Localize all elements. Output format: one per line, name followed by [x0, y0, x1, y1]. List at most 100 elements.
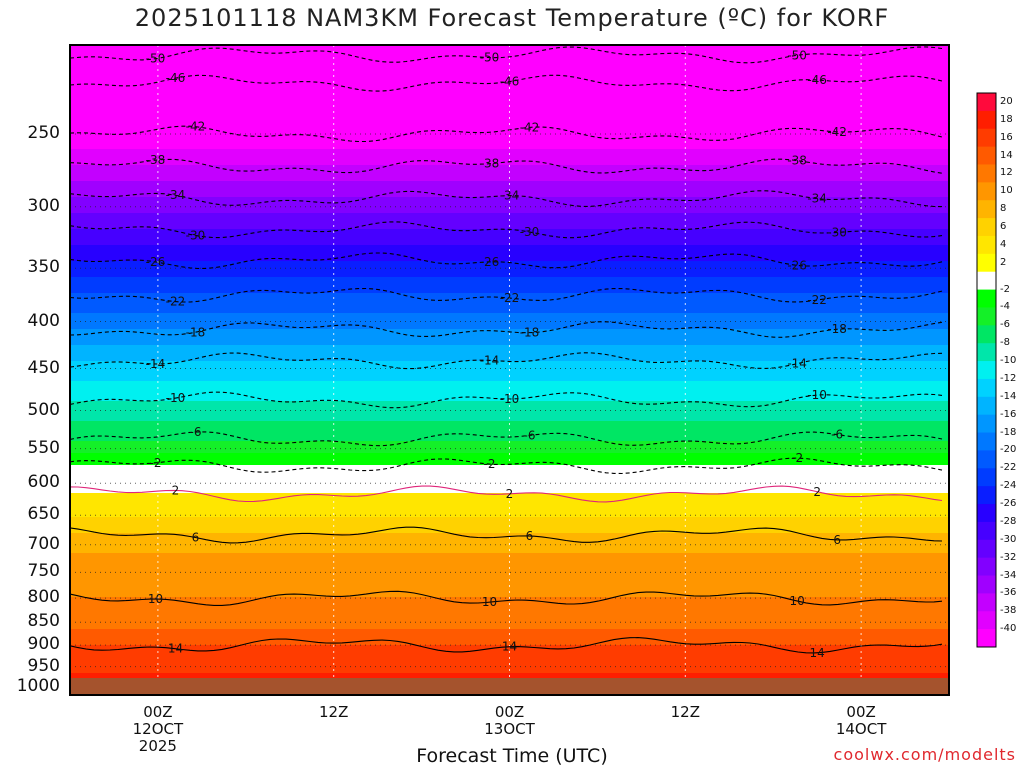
isotherm-line [70, 485, 943, 503]
temperature-band [70, 273, 949, 278]
contour-label: -26 [787, 258, 807, 272]
temperature-band [70, 377, 949, 382]
temperature-band [70, 177, 949, 182]
temperature-band [70, 389, 949, 394]
temperature-band [70, 353, 949, 358]
colorbar-swatch [977, 307, 996, 326]
colorbar-label: 20 [1000, 95, 1013, 107]
colorbar-swatch [977, 629, 996, 648]
contour-label: -34 [500, 189, 520, 203]
contour-label: -10 [500, 392, 520, 406]
temperature-band [70, 245, 949, 250]
time-tick-line: 00Z [143, 703, 173, 721]
colorbar-swatch [977, 450, 996, 469]
temperature-band [70, 369, 949, 374]
temperature-band [70, 425, 949, 430]
temperature-band [70, 221, 949, 226]
temperature-band [70, 233, 949, 238]
colorbar-swatch [977, 146, 996, 165]
x-axis-label: Forecast Time (UTC) [416, 745, 608, 767]
isotherm-line [70, 637, 943, 654]
colorbar-swatch [977, 182, 996, 201]
contour-label: 6 [833, 533, 841, 547]
contour-label: -2 [484, 457, 496, 471]
temperature-band [70, 357, 949, 362]
colorbar-swatch [977, 361, 996, 380]
temperature-band [70, 465, 949, 470]
colorbar-swatch [977, 128, 996, 148]
temperature-band [70, 437, 949, 442]
colorbar-swatch [977, 343, 996, 362]
temperature-band [70, 513, 949, 518]
contour-label: 2 [506, 487, 514, 501]
contour-label: -26 [146, 255, 166, 269]
temperature-band [70, 501, 949, 506]
time-tick-line: 12Z [670, 703, 700, 721]
colorbar-label: -20 [1000, 444, 1017, 456]
colorbar-label: -22 [1000, 462, 1017, 474]
contour-label: -18 [520, 326, 540, 340]
contour-label: 10 [482, 595, 497, 609]
temperature-band [70, 581, 949, 586]
temperature-band [70, 257, 949, 262]
contour-label: -18 [827, 322, 847, 336]
temperature-band [70, 209, 949, 214]
temperature-band [70, 117, 949, 122]
contour-label: -14 [787, 357, 807, 371]
colorbar-label: 6 [1000, 221, 1007, 233]
temperature-band [70, 521, 949, 526]
temperature-band [70, 113, 949, 118]
contour-label: -2 [149, 456, 161, 470]
pressure-tick-label: 600 [27, 472, 60, 493]
temperature-band [70, 149, 949, 154]
contour-labels: -50 -50 -50-46 -46 -46-42 -42 -42-38 -38 -38-34-… [146, 48, 847, 659]
pressure-tick-label: 850 [27, 611, 60, 632]
temperature-band [70, 201, 949, 206]
colorbar-swatch [977, 575, 996, 594]
temperature-band [70, 453, 949, 458]
colorbar-label: 10 [1000, 185, 1013, 197]
temperature-band [70, 105, 949, 110]
temperature-band [70, 629, 949, 634]
contour-label: 14 [810, 646, 825, 660]
temperature-band [70, 645, 949, 650]
colorbar-label: -4 [1000, 301, 1010, 313]
colorbar-label: -40 [1000, 623, 1017, 635]
temperature-band [70, 197, 949, 202]
colorbar-label: -34 [1000, 569, 1017, 581]
colorbar-swatch [977, 110, 996, 130]
contour-label: 6 [192, 531, 200, 545]
contour-label: -26 [480, 255, 500, 269]
temperature-band [70, 381, 949, 386]
pressure-tick-label: 500 [27, 399, 60, 420]
contour-label: -38 [787, 154, 807, 168]
isotherm-line [70, 590, 943, 606]
temperature-band [70, 329, 949, 334]
temperature-band [70, 653, 949, 658]
temperature-band [70, 617, 949, 622]
temperature-band [70, 317, 949, 322]
colorbar-label: 12 [1000, 167, 1013, 179]
contour-label: 2 [172, 483, 180, 497]
colorbar-label: 2 [1000, 256, 1007, 268]
contour-label: -50 [480, 51, 500, 65]
temperature-band [70, 365, 949, 370]
time-tick-label: 00Z 12OCT 2025 [118, 704, 198, 755]
colorbar-swatch [977, 396, 996, 416]
temperature-band [70, 141, 949, 146]
colorbar-label: -14 [1000, 390, 1017, 402]
contour-label: -14 [480, 353, 500, 367]
temperature-band [70, 393, 949, 398]
temperature-band [70, 129, 949, 134]
temperature-band [70, 293, 949, 298]
contour-label: -22 [166, 295, 186, 309]
temperature-band [70, 497, 949, 502]
temperature-band [70, 477, 949, 482]
contour-label: -38 [146, 153, 166, 167]
contour-label: -6 [189, 425, 201, 439]
time-tick-label: 00Z 14OCT [821, 704, 901, 738]
pressure-tick-label: 400 [27, 310, 60, 331]
temperature-band [70, 153, 949, 158]
temperature-band [70, 549, 949, 554]
colorbar-swatch [977, 414, 996, 434]
